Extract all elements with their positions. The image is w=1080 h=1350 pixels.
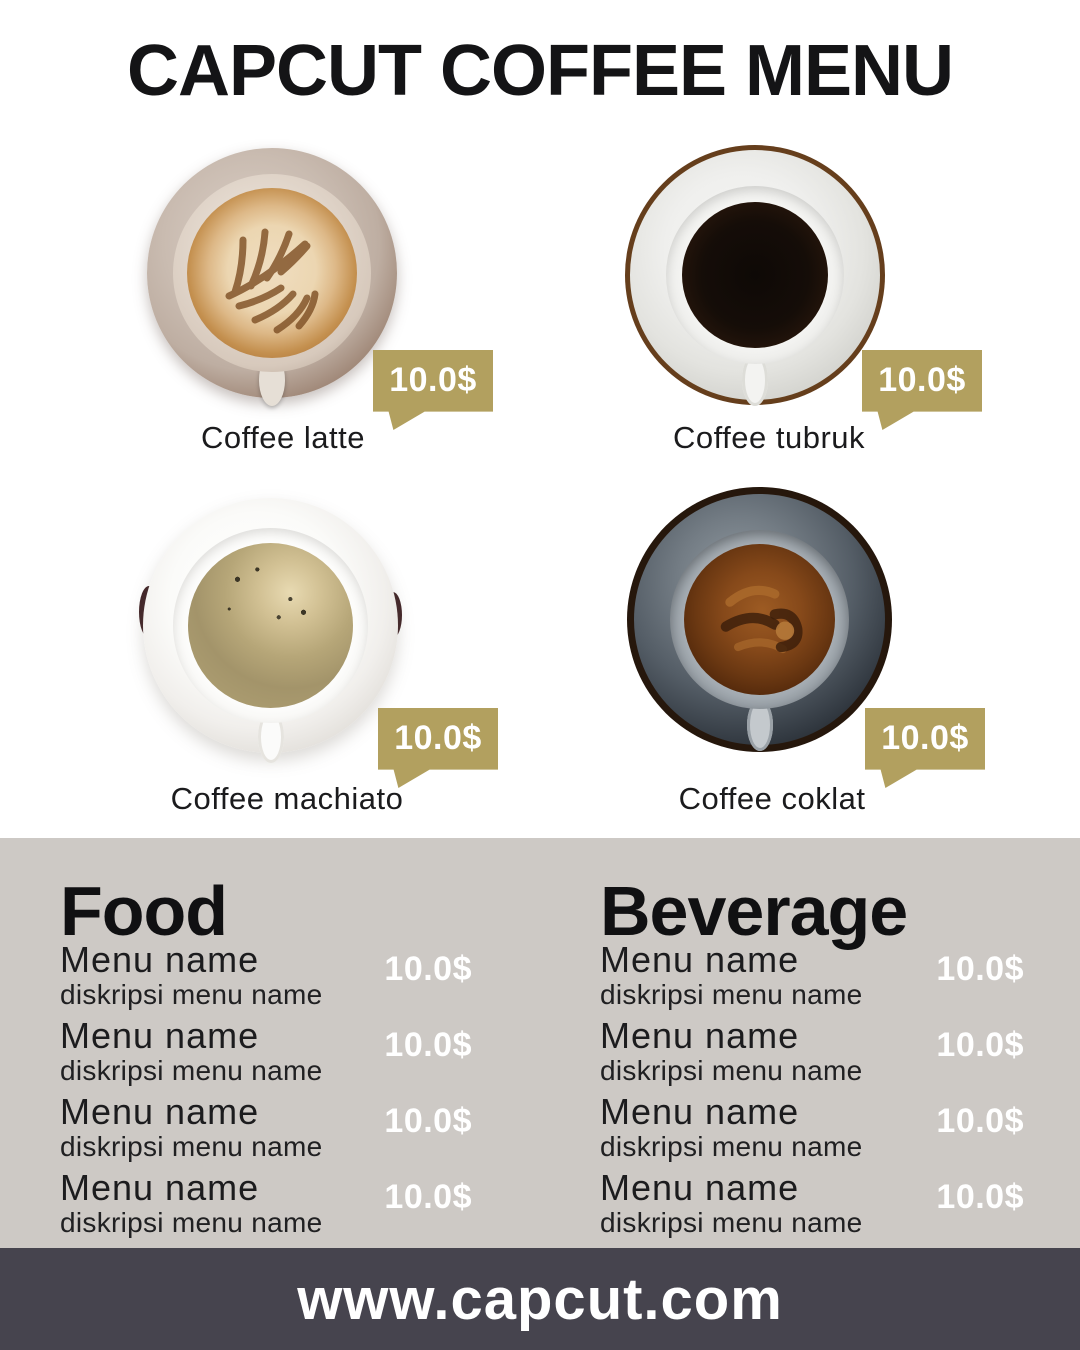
product-name: Coffee tubruk bbox=[672, 420, 866, 455]
product-name: Coffee machiato bbox=[170, 781, 404, 816]
menu-item: Menu name diskripsi menu name 10.0$ bbox=[60, 1094, 472, 1161]
price-tag: 10.0$ bbox=[862, 350, 982, 430]
coffee-photo-machiato bbox=[139, 498, 402, 763]
latte-art-fern bbox=[225, 228, 319, 334]
menu-item-name: Menu name bbox=[600, 1015, 800, 1056]
menu-item-name: Menu name bbox=[60, 939, 260, 980]
price-value: 10.0$ bbox=[394, 719, 482, 757]
menu-item-price: 10.0$ bbox=[936, 1178, 1024, 1216]
price-value: 10.0$ bbox=[389, 361, 477, 399]
coffee-photo-latte bbox=[147, 148, 397, 406]
menu-item-description: diskripsi menu name bbox=[60, 1207, 323, 1238]
menu-item-name: Menu name bbox=[600, 1167, 800, 1208]
menu-item-description: diskripsi menu name bbox=[60, 1131, 323, 1162]
menu-item-price: 10.0$ bbox=[936, 1026, 1024, 1064]
coffee-photo-tubruk bbox=[625, 145, 885, 406]
menu-item-name: Menu name bbox=[60, 1015, 260, 1056]
price-tag: 10.0$ bbox=[373, 350, 493, 430]
menu-item-description: diskripsi menu name bbox=[600, 1055, 863, 1086]
menu-item-price: 10.0$ bbox=[936, 1102, 1024, 1140]
menu-column-food: Menu name diskripsi menu name 10.0$ Menu… bbox=[60, 942, 472, 1246]
menu-item-name: Menu name bbox=[60, 1167, 260, 1208]
menu-item-description: diskripsi menu name bbox=[600, 979, 863, 1010]
menu-item: Menu name diskripsi menu name 10.0$ bbox=[600, 942, 1024, 1009]
website-url: www.capcut.com bbox=[297, 1266, 783, 1332]
menu-item-description: diskripsi menu name bbox=[600, 1207, 863, 1238]
menu-item-price: 10.0$ bbox=[384, 950, 472, 988]
menu-item-description: diskripsi menu name bbox=[60, 979, 323, 1010]
menu-item-name: Menu name bbox=[600, 939, 800, 980]
product-name: Coffee coklat bbox=[678, 781, 866, 816]
menu-column-beverage: Menu name diskripsi menu name 10.0$ Menu… bbox=[600, 942, 1024, 1246]
menu-item: Menu name diskripsi menu name 10.0$ bbox=[60, 942, 472, 1009]
menu-item: Menu name diskripsi menu name 10.0$ bbox=[600, 1170, 1024, 1237]
section-heading-beverage: Beverage bbox=[600, 872, 908, 950]
menu-item-description: diskripsi menu name bbox=[600, 1131, 863, 1162]
section-heading-food: Food bbox=[60, 872, 228, 950]
menu-item-description: diskripsi menu name bbox=[60, 1055, 323, 1086]
coffee-photo-coklat bbox=[627, 487, 892, 752]
coffee-surface bbox=[188, 543, 353, 708]
menu-item: Menu name diskripsi menu name 10.0$ bbox=[600, 1094, 1024, 1161]
product-name: Coffee latte bbox=[201, 420, 365, 455]
menu-item-price: 10.0$ bbox=[384, 1102, 472, 1140]
menu-item-name: Menu name bbox=[60, 1091, 260, 1132]
menu-item: Menu name diskripsi menu name 10.0$ bbox=[600, 1018, 1024, 1085]
menu-panel: Food Menu name diskripsi menu name 10.0$… bbox=[0, 838, 1080, 1248]
menu-item-price: 10.0$ bbox=[384, 1026, 472, 1064]
crema-swirl bbox=[720, 585, 803, 654]
price-tag: 10.0$ bbox=[865, 708, 985, 788]
coffee-surface bbox=[682, 202, 828, 348]
menu-item-name: Menu name bbox=[600, 1091, 800, 1132]
footer-bar: www.capcut.com bbox=[0, 1248, 1080, 1350]
price-tag: 10.0$ bbox=[378, 708, 498, 788]
price-value: 10.0$ bbox=[878, 361, 966, 399]
menu-item-price: 10.0$ bbox=[384, 1178, 472, 1216]
menu-item: Menu name diskripsi menu name 10.0$ bbox=[60, 1170, 472, 1237]
menu-item: Menu name diskripsi menu name 10.0$ bbox=[60, 1018, 472, 1085]
menu-item-price: 10.0$ bbox=[936, 950, 1024, 988]
page-title: CAPCUT COFFEE MENU bbox=[127, 31, 954, 111]
price-value: 10.0$ bbox=[881, 719, 969, 757]
